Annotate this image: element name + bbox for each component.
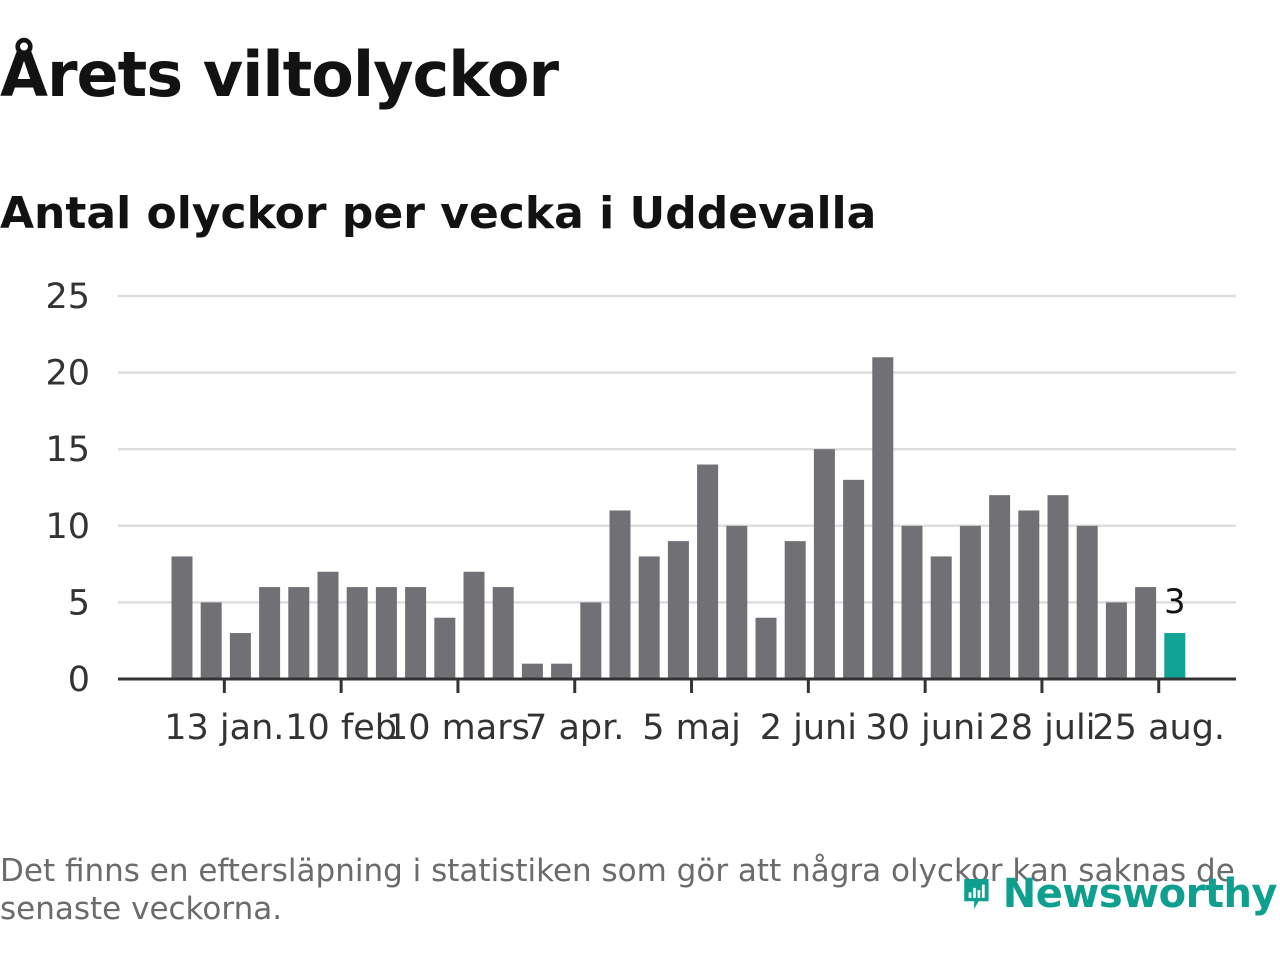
bar [872,357,894,679]
bar [959,525,981,679]
x-tick-label: 30 juni [865,708,984,748]
bar [346,587,368,679]
bar [1047,495,1069,679]
x-tick-label: 13 jan. [164,708,284,748]
bar [901,525,923,679]
bars [171,357,1186,679]
y-axis-ticks: 0 5 10 15 20 25 [45,277,90,700]
bar [492,587,514,679]
y-tick-label: 5 [68,583,90,623]
x-tick-label: 28 juli [988,708,1095,748]
newsworthy-logo-icon [964,879,989,909]
chart-title: Årets viltolyckor [0,38,559,111]
bar [784,541,806,679]
bar [755,617,777,679]
x-tick-label: 5 maj [642,708,741,748]
footnote: Det finns en eftersläpning i statistiken… [0,853,1235,927]
x-tick-label: 10 mars [386,708,530,748]
bar [1076,525,1098,679]
bar [989,495,1011,679]
x-tick-label: 2 juni [760,708,857,748]
bar-value-label: 3 [1164,582,1186,622]
y-tick-label: 0 [68,660,90,700]
bar [288,587,310,679]
x-tick-label: 7 apr. [525,708,624,748]
value-labels: 3 [1164,582,1186,622]
x-tick-label: 10 feb [285,708,397,748]
newsworthy-logo-text: Newsworthy [1002,871,1278,917]
bar [1135,587,1157,679]
bar [726,525,748,679]
bar [551,663,573,679]
bar-highlight [1164,633,1186,679]
bar [434,617,456,679]
bar [667,541,689,679]
bar [229,633,251,679]
y-tick-label: 20 [45,354,90,394]
bar [930,556,952,679]
bar [813,449,835,679]
bar [171,556,193,679]
bar [1105,602,1127,679]
y-tick-label: 25 [45,277,90,317]
x-tick-label: 25 aug. [1092,708,1225,748]
bar [521,663,543,679]
bar [638,556,660,679]
bar [609,510,631,679]
bar [463,571,485,679]
bar [697,464,719,679]
bar [317,571,339,679]
bar [405,587,427,679]
bar [843,479,865,679]
bar [375,587,397,679]
chart-subtitle: Antal olyckor per vecka i Uddevalla [0,188,877,239]
newsworthy-logo: Newsworthy [962,858,1278,930]
bar [200,602,222,679]
y-tick-label: 15 [45,430,90,470]
y-tick-label: 10 [45,507,90,547]
bar [259,587,281,679]
bar [1018,510,1040,679]
bar [580,602,602,679]
